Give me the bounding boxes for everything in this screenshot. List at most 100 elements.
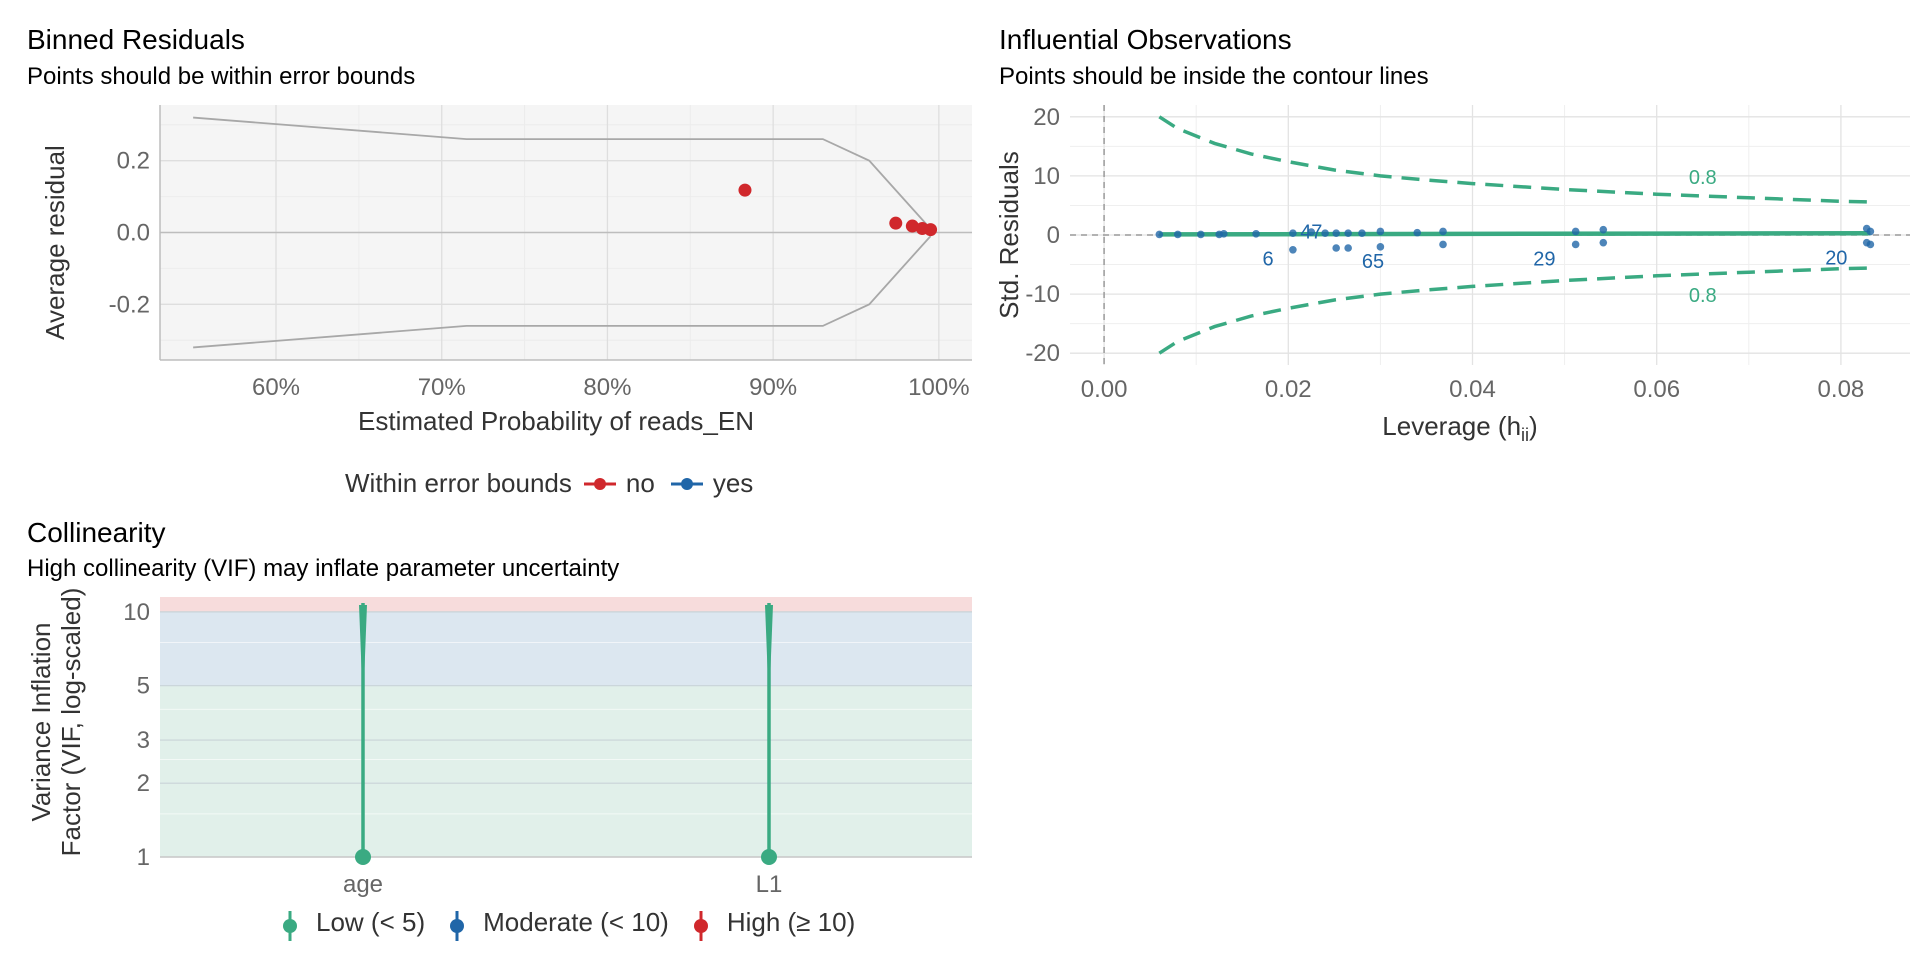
legend-label-no: no	[625, 468, 655, 498]
lower-contour-line	[1158, 266, 1869, 355]
upper-contour-line	[1158, 115, 1869, 204]
observation-point	[1252, 230, 1260, 238]
observation-point	[1332, 229, 1340, 238]
vif-band-low	[160, 685, 972, 857]
observation-point	[1376, 243, 1385, 251]
loess-fit-line	[1159, 230, 1871, 237]
binned-residual-point	[905, 219, 919, 233]
observation-label: 6	[1262, 248, 1273, 270]
x-tick-label: age	[343, 871, 383, 898]
x-axis-title: Leverage (hii)	[1382, 411, 1537, 445]
x-tick-label: 60%	[252, 374, 300, 401]
y-tick-label: 0.0	[117, 220, 150, 247]
binned-residuals-title: Binned Residuals	[27, 24, 245, 55]
collinearity-plot: 1 2 3 5 10 age L1 Variance InflationFactor (VIF…	[26, 588, 972, 898]
observation-point	[1376, 227, 1385, 236]
legend-title: Within error bounds	[345, 468, 572, 498]
x-tick-label: 100%	[908, 374, 969, 401]
influential-observations-plot: 0.00 0.02 0.04 0.06 0.08 -20 -10 0 10 20 0.8 0.8 47 6…	[994, 104, 1910, 445]
observation-point	[1599, 225, 1608, 234]
vif-interval-arrow	[765, 605, 773, 707]
y-tick-label: -20	[1025, 340, 1060, 367]
x-tick-label: 0.02	[1265, 376, 1312, 403]
legend-key-yes-icon	[669, 470, 705, 498]
observation-point	[1155, 230, 1164, 239]
legend-label-low: Low (< 5)	[316, 907, 426, 937]
legend-key-no-icon	[582, 470, 618, 498]
binned-residual-point	[889, 216, 903, 230]
observation-label: 65	[1362, 251, 1384, 273]
observation-point	[1571, 240, 1580, 249]
observation-point	[1196, 230, 1205, 239]
observation-point	[1413, 228, 1422, 237]
observation-point	[1289, 245, 1297, 254]
upper-error-bound	[193, 116, 932, 230]
collinearity-title: Collinearity	[27, 517, 166, 548]
legend-item-yes: yes	[669, 468, 753, 499]
y-tick-label: 10	[123, 599, 150, 626]
x-tick-label: 0.08	[1818, 376, 1865, 403]
x-tick-label: L1	[756, 871, 783, 898]
legend-key-high-icon	[683, 909, 719, 941]
observation-point	[1332, 244, 1340, 252]
y-tick-label: 1	[137, 844, 150, 871]
x-tick-label: 0.06	[1633, 376, 1680, 403]
lower-contour-label: 0.8	[1689, 285, 1717, 307]
legend-item-no: no	[582, 468, 655, 499]
y-axis-title: Std. Residuals	[994, 151, 1024, 319]
observation-point	[1289, 229, 1297, 238]
y-tick-label: 5	[137, 673, 150, 700]
x-tick-label: 80%	[583, 374, 631, 401]
x-tick-label: 0.04	[1449, 376, 1496, 403]
x-tick-label: 0.00	[1081, 376, 1128, 403]
vif-interval-arrow	[359, 605, 367, 707]
y-tick-label: -0.2	[109, 291, 150, 318]
observation-point	[1173, 230, 1182, 239]
observation-point	[1439, 227, 1447, 236]
legend-label-yes: yes	[712, 468, 754, 498]
legend-item-high: High (≥ 10)	[683, 907, 856, 941]
observation-point	[1866, 240, 1875, 249]
influential-observations-panel: Influential Observations Points should b…	[980, 0, 1920, 505]
observation-point	[1439, 240, 1447, 249]
y-tick-label: 3	[137, 727, 150, 754]
collinearity-panel: Collinearity High collinearity (VIF) may…	[0, 505, 980, 960]
observation-point	[1344, 229, 1352, 238]
observation-point	[1321, 229, 1329, 238]
x-axis-title: Estimated Probability of reads_EN	[358, 406, 754, 436]
vif-band-moderate	[160, 611, 972, 686]
influential-observations-title: Influential Observations	[999, 24, 1292, 55]
observation-point	[1866, 227, 1875, 236]
y-axis-title: Variance InflationFactor (VIF, log-scale…	[26, 588, 86, 857]
y-tick-label: 20	[1033, 104, 1060, 131]
vif-band-high	[160, 597, 972, 612]
y-tick-label: 10	[1033, 163, 1060, 190]
y-tick-label: 0	[1047, 222, 1060, 249]
upper-contour-label: 0.8	[1689, 167, 1717, 189]
y-tick-label: 0.2	[117, 148, 150, 175]
x-tick-label: 70%	[418, 374, 466, 401]
binned-residuals-panel: Binned Residuals Points should be within…	[0, 0, 980, 505]
observation-point	[1571, 227, 1580, 236]
x-tick-label: 90%	[749, 374, 797, 401]
collinearity-legend: Low (< 5) Moderate (< 10) High (≥ 10)	[272, 907, 869, 941]
legend-key-low-icon	[272, 909, 308, 941]
vif-point	[355, 849, 371, 865]
y-axis-title: Average residual	[40, 145, 70, 340]
y-tick-label: -10	[1025, 281, 1060, 308]
observation-point	[1358, 229, 1366, 238]
observation-label: 20	[1825, 247, 1847, 269]
legend-label-high: High (≥ 10)	[726, 907, 856, 937]
observation-point	[1599, 238, 1608, 247]
binned-residual-point	[924, 223, 938, 237]
observation-point	[1344, 244, 1352, 252]
binned-residuals-subtitle: Points should be within error bounds	[27, 63, 416, 90]
influential-observations-subtitle: Points should be inside the contour line…	[999, 63, 1429, 90]
legend-item-moderate: Moderate (< 10)	[439, 907, 669, 941]
y-tick-label: 2	[137, 770, 150, 797]
legend-key-moderate-icon	[439, 909, 475, 941]
legend-label-moderate: Moderate (< 10)	[483, 907, 669, 937]
observation-point	[1220, 230, 1228, 238]
collinearity-subtitle: High collinearity (VIF) may inflate para…	[27, 555, 620, 582]
observation-point	[1307, 228, 1316, 236]
